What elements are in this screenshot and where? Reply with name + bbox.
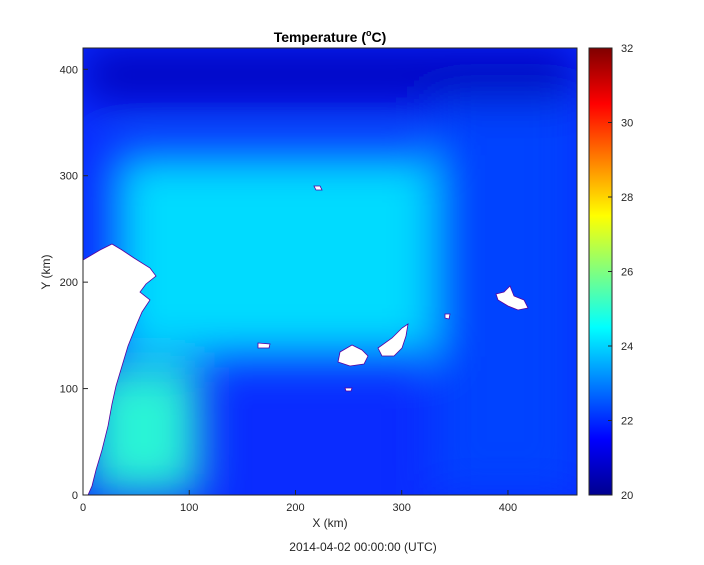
island-large-south xyxy=(337,344,369,367)
temperature-region xyxy=(83,48,577,102)
colorbar-tick-label: 26 xyxy=(621,267,633,279)
y-axis-label: Y (km) xyxy=(39,254,53,289)
land-masses xyxy=(83,185,529,495)
colorbar-tick-label: 28 xyxy=(621,192,633,204)
y-tick-label: 100 xyxy=(60,384,78,396)
y-tick-label: 400 xyxy=(60,64,78,76)
x-tick-label: 0 xyxy=(80,502,86,514)
island-small-north xyxy=(313,185,323,191)
chart-title-unit: o xyxy=(366,28,372,38)
y-tick-label: 0 xyxy=(72,490,78,502)
x-tick-label: 300 xyxy=(393,502,411,514)
colorbar-tick-label: 22 xyxy=(621,416,633,428)
island-small-east xyxy=(444,313,451,320)
heatmap-plot xyxy=(83,48,577,495)
colorbar-ticks: 20 22 24 26 28 30 32 xyxy=(608,43,633,502)
colorbar-tick-label: 24 xyxy=(621,341,633,353)
island-east-central xyxy=(377,323,409,357)
x-tick-label: 200 xyxy=(286,502,304,514)
chart-title-unit-suffix: C) xyxy=(372,29,387,45)
y-tick-label: 200 xyxy=(60,277,78,289)
coastline-west xyxy=(83,243,157,495)
colorbar-tick-label: 30 xyxy=(621,118,633,130)
chart-title: Temperature (oC) xyxy=(274,28,387,45)
colorbar-tick-label: 32 xyxy=(621,43,633,55)
x-axis-ticks: 0 100 200 300 400 xyxy=(80,490,517,514)
x-axis-label: X (km) xyxy=(312,516,347,530)
plot-frame xyxy=(82,47,578,496)
island-far-east xyxy=(495,285,529,311)
x-tick-label: 100 xyxy=(180,502,198,514)
y-axis-ticks: 0 100 200 300 400 xyxy=(60,64,88,502)
temperature-region xyxy=(114,154,434,357)
island-center xyxy=(257,342,271,349)
islet-south xyxy=(344,387,353,392)
y-tick-label: 300 xyxy=(60,171,78,183)
timestamp: 2014-04-02 00:00:00 (UTC) xyxy=(289,540,436,554)
x-tick-label: 400 xyxy=(499,502,517,514)
colorbar-tick-label: 20 xyxy=(621,490,633,502)
